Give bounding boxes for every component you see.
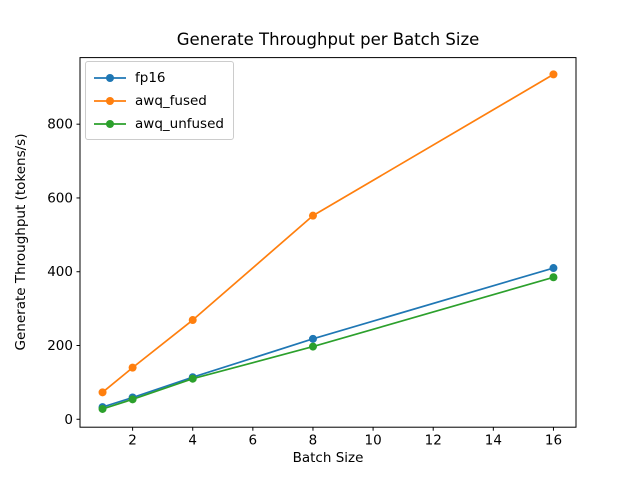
y-tick-label: 600 xyxy=(47,190,73,206)
legend-line-sample-icon xyxy=(94,119,126,128)
series-marker-awq_fused xyxy=(98,388,107,397)
x-tick-label: 2 xyxy=(128,433,137,449)
legend-sample-marker xyxy=(106,96,114,105)
series-marker-fp16 xyxy=(549,264,558,273)
series-marker-awq_unfused xyxy=(308,342,317,351)
y-tick-label: 200 xyxy=(47,338,73,354)
series-marker-awq_unfused xyxy=(98,404,107,413)
x-axis-label: Batch Size xyxy=(292,450,364,466)
legend-sample-marker xyxy=(106,73,114,82)
x-tick-label: 6 xyxy=(249,433,258,449)
legend-sample-marker xyxy=(106,119,114,128)
x-tick-label: 16 xyxy=(545,433,562,449)
series-line-awq_unfused xyxy=(101,276,555,410)
chart-title: Generate Throughput per Batch Size xyxy=(176,30,480,49)
series-marker-awq_fused xyxy=(308,211,317,220)
plot-frame xyxy=(79,57,577,428)
legend-label: awq_unfused xyxy=(135,115,224,132)
legend-line-sample-icon xyxy=(94,96,126,105)
series-marker-awq_unfused xyxy=(188,374,197,383)
legend-item-awq_fused: awq_fused xyxy=(93,89,224,112)
legend-item-fp16: fp16 xyxy=(93,66,224,89)
x-tick-label: 12 xyxy=(425,433,442,449)
series-marker-awq_unfused xyxy=(549,273,558,282)
x-tick-label: 8 xyxy=(309,433,318,449)
series-marker-awq_fused xyxy=(549,70,558,79)
series-marker-awq_fused xyxy=(188,316,197,325)
legend: fp16 awq_fused awq_unfused xyxy=(85,61,234,140)
x-tick-label: 14 xyxy=(485,433,502,449)
x-tick-label: 4 xyxy=(188,433,197,449)
legend-label: awq_fused xyxy=(135,92,207,109)
series-marker-awq_fused xyxy=(128,363,137,372)
y-tick-label: 800 xyxy=(47,117,73,133)
y-tick-label: 400 xyxy=(47,264,73,280)
y-axis-label: Generate Throughput (tokens/s) xyxy=(13,133,29,351)
y-tick-label: 0 xyxy=(64,412,73,428)
series-marker-fp16 xyxy=(308,334,317,343)
legend-label: fp16 xyxy=(135,69,166,86)
series-marker-awq_unfused xyxy=(128,395,137,404)
x-tick-label: 10 xyxy=(364,433,381,449)
legend-item-awq_unfused: awq_unfused xyxy=(93,112,224,135)
legend-line-sample-icon xyxy=(94,73,126,82)
